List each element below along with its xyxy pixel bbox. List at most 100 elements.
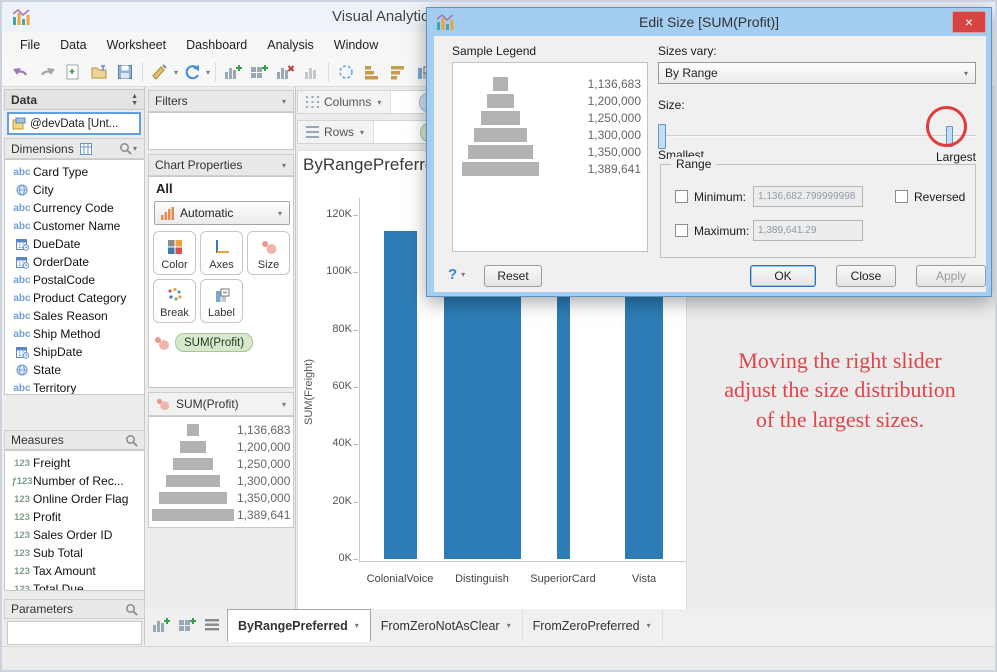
save-icon[interactable] [113,60,137,84]
open-icon[interactable] [87,60,111,84]
bar-mark[interactable] [556,260,570,559]
new-worksheet-icon[interactable] [221,60,245,84]
add-datasource-icon[interactable] [148,60,172,84]
highlight-icon[interactable] [334,60,358,84]
ok-button[interactable]: OK [750,265,816,287]
bar-mark[interactable] [383,230,417,559]
dimension-item[interactable]: abc Product Category [5,289,144,307]
menu-item-dashboard[interactable]: Dashboard [186,38,248,52]
chevron-down-icon[interactable]: ▾ [377,97,382,107]
bar-mark[interactable] [625,260,663,559]
sizes-vary-select[interactable]: By Range ▾ [658,62,976,84]
close-button[interactable]: Close [836,265,896,287]
size-legend-header[interactable]: SUM(Profit) ▾ [148,392,294,416]
redo-icon[interactable] [35,60,59,84]
minimum-field[interactable] [753,186,863,207]
sort-datasources-icon[interactable]: ▲ ▼ [131,92,138,107]
chevron-down-icon[interactable]: ▾ [281,160,286,170]
chevron-down-icon[interactable]: ▾ [132,144,137,153]
size-pill[interactable]: SUM(Profit) [175,333,254,352]
apply-button[interactable]: Apply [916,265,986,287]
dimension-item[interactable]: abc Card Type [5,163,144,181]
menu-item-window[interactable]: Window [333,38,379,52]
view-grid-icon[interactable] [79,142,92,155]
legend-row[interactable]: 1,250,000 [149,455,293,472]
measure-item[interactable]: 123 Sub Total [5,544,144,562]
refresh-icon[interactable] [180,60,204,84]
color-button[interactable]: Color [153,231,196,275]
search-icon[interactable] [119,142,132,155]
mark-type-select[interactable]: Automatic ▾ [154,201,290,225]
size-button[interactable]: Size [247,231,290,275]
duplicate-sheet-icon[interactable] [299,60,323,84]
search-icon[interactable] [125,603,138,616]
measure-item[interactable]: 123 Sales Order ID [5,526,144,544]
chevron-down-icon[interactable]: ▾ [174,67,179,77]
chevron-down-icon[interactable]: ▾ [281,399,286,409]
minimum-checkbox[interactable] [675,190,688,203]
datasource-item[interactable]: @devData [Unt... [7,112,141,135]
maximum-checkbox[interactable] [675,224,688,237]
help-menu[interactable]: ? ▾ [448,266,466,283]
chevron-down-icon[interactable]: ▾ [506,621,511,630]
label-button[interactable]: Label [200,279,243,323]
slider-thumb-smallest[interactable] [658,124,666,149]
reset-button[interactable]: Reset [484,265,542,287]
legend-row[interactable]: 1,300,000 [149,472,293,489]
dimension-item[interactable]: abc PostalCode [5,271,144,289]
dimension-item[interactable]: 12 OrderDate [5,253,144,271]
dimension-item[interactable]: abc Currency Code [5,199,144,217]
clear-sheet-icon[interactable] [273,60,297,84]
chevron-down-icon[interactable]: ▾ [354,621,359,630]
chevron-down-icon[interactable]: ▾ [206,67,211,77]
axes-button[interactable]: Axes [200,231,243,275]
measure-item[interactable]: 123 Tax Amount [5,562,144,580]
legend-row[interactable]: 1,350,000 [149,489,293,506]
dimension-item[interactable]: abc Sales Reason [5,307,144,325]
chevron-down-icon[interactable]: ▾ [281,96,286,106]
filters-card-header[interactable]: Filters ▾ [148,90,294,112]
sheet-tab-byrangepreferred[interactable]: ByRangePreferred ▾ [227,609,371,642]
dimension-item[interactable]: abc Ship Method [5,325,144,343]
legend-row[interactable]: 1,200,000 [149,438,293,455]
chevron-down-icon[interactable]: ▾ [360,127,365,137]
legend-row[interactable]: 1,389,641 [149,506,293,523]
menu-item-data[interactable]: Data [60,38,87,52]
dimension-item[interactable]: abc Territory [5,379,144,394]
sheet-tab-fromzeropreferred[interactable]: FromZeroPreferred ▾ [523,610,663,641]
measure-item[interactable]: ƒ 123 Number of Rec... [5,472,144,490]
new-dashboard-icon[interactable] [247,60,271,84]
menu-item-worksheet[interactable]: Worksheet [106,38,167,52]
undo-icon[interactable] [9,60,33,84]
dimension-item[interactable]: State [5,361,144,379]
legend-row[interactable]: 1,136,683 [149,421,293,438]
measure-item[interactable]: 123 Profit [5,508,144,526]
new-file-icon[interactable] [61,60,85,84]
new-worksheet-icon[interactable] [151,616,171,634]
sort-descending-icon[interactable] [386,60,410,84]
maximum-field[interactable] [753,220,863,241]
help-icon[interactable]: ? [448,266,458,283]
reversed-checkbox[interactable] [895,190,908,203]
dimension-item[interactable]: 12 DueDate [5,235,144,253]
close-icon[interactable]: × [952,11,986,33]
chart-properties-header[interactable]: Chart Properties ▾ [148,154,294,176]
measure-item[interactable]: 123 Total Due [5,580,144,590]
menu-item-analysis[interactable]: Analysis [267,38,314,52]
sheet-list-icon[interactable] [203,617,221,633]
new-dashboard-icon[interactable] [177,616,197,634]
break-button[interactable]: Break [153,279,196,323]
bar-mark[interactable] [443,260,521,559]
search-icon[interactable] [125,434,138,447]
dimension-item[interactable]: 12 ShipDate [5,343,144,361]
measure-item[interactable]: 123 Freight [5,454,144,472]
measure-item[interactable]: 123 Online Order Flag [5,490,144,508]
sheet-tab-fromzeronotasclear[interactable]: FromZeroNotAsClear ▾ [371,610,523,641]
size-icon[interactable] [153,335,171,351]
chevron-down-icon[interactable]: ▾ [646,621,651,630]
slider-track[interactable] [658,135,976,137]
dimension-item[interactable]: abc Customer Name [5,217,144,235]
menu-item-file[interactable]: File [20,38,41,52]
sort-ascending-icon[interactable] [360,60,384,84]
dimension-item[interactable]: City [5,181,144,199]
